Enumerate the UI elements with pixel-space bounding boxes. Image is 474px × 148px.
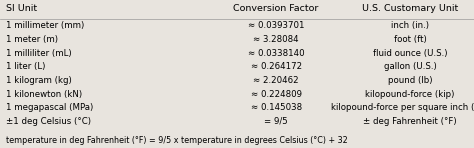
Text: SI Unit: SI Unit	[6, 4, 37, 13]
Text: pound (lb): pound (lb)	[388, 76, 432, 85]
Text: ≈ 0.0338140: ≈ 0.0338140	[248, 49, 304, 58]
Text: inch (in.): inch (in.)	[391, 21, 429, 30]
Text: 1 millimeter (mm): 1 millimeter (mm)	[6, 21, 84, 30]
Text: ± deg Fahrenheit (°F): ± deg Fahrenheit (°F)	[363, 117, 457, 126]
Text: 1 kilonewton (kN): 1 kilonewton (kN)	[6, 90, 82, 99]
Text: 1 liter (L): 1 liter (L)	[6, 62, 45, 71]
Text: 1 megapascal (MPa): 1 megapascal (MPa)	[6, 103, 93, 112]
Text: 1 milliliter (mL): 1 milliliter (mL)	[6, 49, 71, 58]
Text: fluid ounce (U.S.): fluid ounce (U.S.)	[373, 49, 447, 58]
Text: kilopound-force (kip): kilopound-force (kip)	[365, 90, 455, 99]
Text: ≈ 0.264172: ≈ 0.264172	[251, 62, 301, 71]
Text: U.S. Customary Unit: U.S. Customary Unit	[362, 4, 458, 13]
Text: ≈ 2.20462: ≈ 2.20462	[253, 76, 299, 85]
Text: ±1 deg Celsius (°C): ±1 deg Celsius (°C)	[6, 117, 91, 126]
Text: ≈ 0.224809: ≈ 0.224809	[251, 90, 301, 99]
Text: gallon (U.S.): gallon (U.S.)	[383, 62, 437, 71]
Text: 1 meter (m): 1 meter (m)	[6, 35, 58, 44]
Text: Conversion Factor: Conversion Factor	[233, 4, 319, 13]
Text: ≈ 3.28084: ≈ 3.28084	[253, 35, 299, 44]
Text: 1 kilogram (kg): 1 kilogram (kg)	[6, 76, 72, 85]
Text: ≈ 0.0393701: ≈ 0.0393701	[248, 21, 304, 30]
Text: foot (ft): foot (ft)	[393, 35, 427, 44]
Text: kilopound-force per square inch (ksi): kilopound-force per square inch (ksi)	[331, 103, 474, 112]
Text: temperature in deg Fahrenheit (°F) = 9/5 x temperature in degrees Celsius (°C) +: temperature in deg Fahrenheit (°F) = 9/5…	[6, 136, 347, 145]
Text: = 9/5: = 9/5	[264, 117, 288, 126]
Text: ≈ 0.145038: ≈ 0.145038	[251, 103, 301, 112]
